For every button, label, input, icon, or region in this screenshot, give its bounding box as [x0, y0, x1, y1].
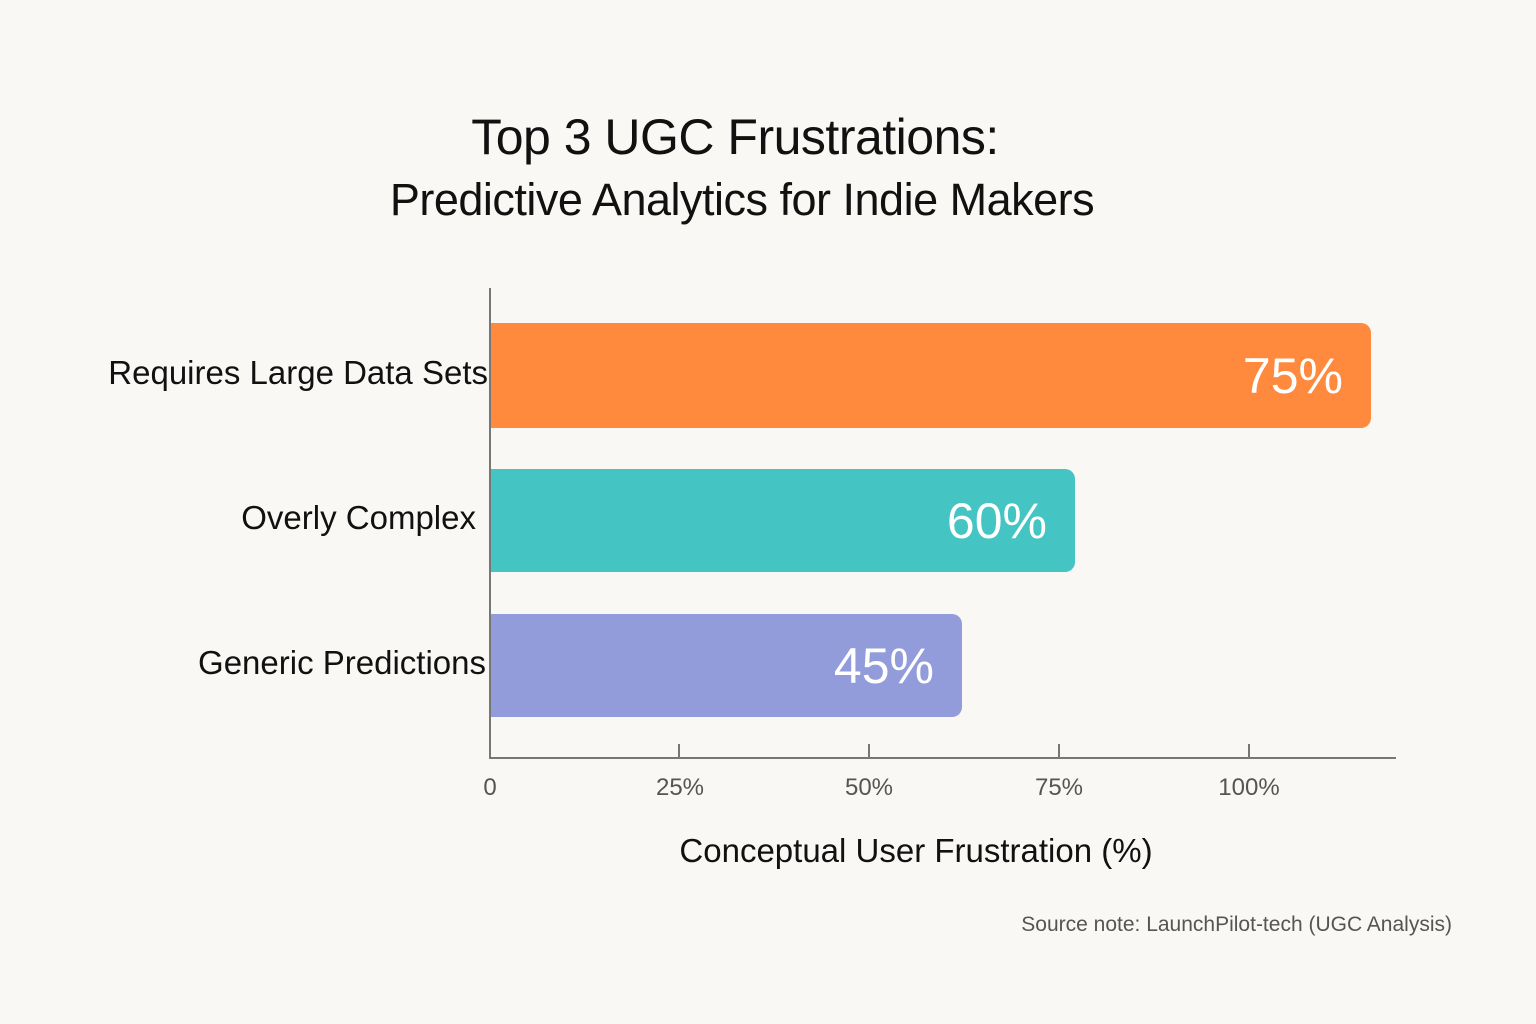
bar-overly-complex: 60% [491, 469, 1075, 572]
x-tick-label: 75% [1034, 774, 1084, 801]
category-label: Overly Complex [241, 499, 476, 536]
bar-value-label: 60% [946, 492, 1047, 549]
x-tick [1248, 744, 1250, 758]
x-tick [1058, 744, 1060, 758]
bar-generic-predictions: 45% [491, 614, 962, 717]
bar-value-label: 75% [1242, 347, 1343, 404]
y-axis-line [489, 288, 491, 759]
category-label: Requires Large Data Sets [108, 354, 488, 391]
x-tick-label: 0 [483, 774, 497, 801]
x-tick-label: 50% [844, 774, 894, 801]
bar-requires-large-data-sets: 75% [491, 323, 1371, 428]
chart-title: Top 3 UGC Frustrations: [471, 109, 999, 165]
chart-subtitle: Predictive Analytics for Indie Makers [389, 174, 1095, 225]
bar-value-label: 45% [833, 637, 934, 694]
source-note: Source note: LaunchPilot-tech (UGC Analy… [1021, 913, 1452, 936]
x-tick-label: 100% [1218, 774, 1280, 801]
category-label: Generic Predictions [198, 644, 486, 681]
x-axis-line [489, 757, 1396, 759]
x-axis-title: Conceptual User Frustration (%) [679, 832, 1153, 869]
x-tick [868, 744, 870, 758]
x-tick-label: 25% [655, 774, 705, 801]
x-tick [678, 744, 680, 758]
